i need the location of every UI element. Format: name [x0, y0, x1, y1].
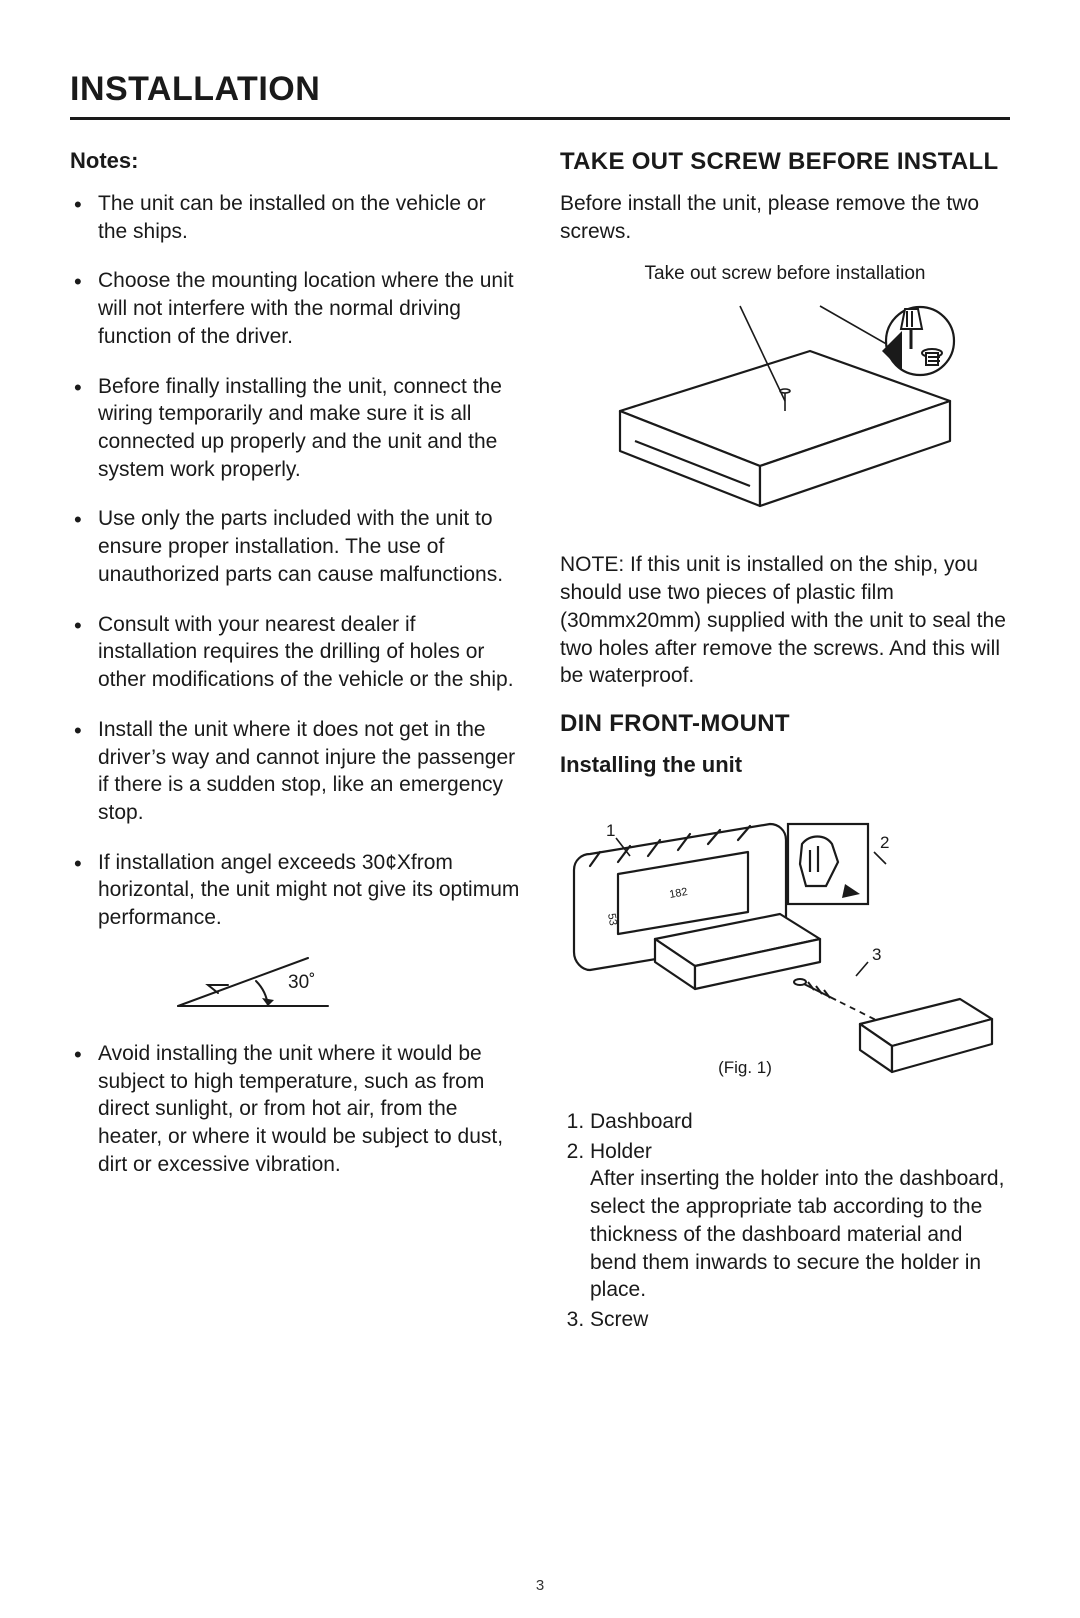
note-item: Consult with your nearest dealer if inst… — [98, 611, 520, 694]
right-column: TAKE OUT SCREW BEFORE INSTALL Before ins… — [560, 148, 1010, 1336]
angle-figure: 30˚ — [158, 938, 520, 1018]
notes-heading: Notes: — [70, 148, 520, 174]
install-subheading: Installing the unit — [560, 752, 1010, 778]
note-item: Before finally installing the unit, conn… — [98, 373, 520, 484]
note-text: If installation angel exceeds 30¢Xfrom h… — [98, 851, 519, 929]
note-item: Use only the parts included with the uni… — [98, 505, 520, 588]
step-item: Dashboard — [590, 1108, 1010, 1136]
screw-figure: Take out screw before installation — [560, 263, 1010, 531]
screw-note-text: NOTE: If this unit is installed on the s… — [560, 551, 1010, 690]
notes-list: The unit can be installed on the vehicle… — [70, 190, 520, 1178]
angle-label: 30˚ — [288, 972, 315, 993]
step-item: Screw — [590, 1306, 1010, 1334]
screw-figure-caption: Take out screw before installation — [560, 263, 1010, 285]
note-item: If installation angel exceeds 30¢Xfrom h… — [98, 849, 520, 1018]
screw-intro-text: Before install the unit, please remove t… — [560, 190, 1010, 245]
screw-heading: TAKE OUT SCREW BEFORE INSTALL — [560, 148, 1010, 176]
din-heading: DIN FRONT-MOUNT — [560, 710, 1010, 738]
left-column: Notes: The unit can be installed on the … — [70, 148, 520, 1336]
note-item: The unit can be installed on the vehicle… — [98, 190, 520, 245]
step-item: Holder After inserting the holder into t… — [590, 1138, 1010, 1304]
svg-text:1: 1 — [606, 821, 615, 840]
install-steps: Dashboard Holder After inserting the hol… — [560, 1108, 1010, 1334]
svg-text:3: 3 — [872, 945, 881, 964]
din-figure: 182 53 — [560, 794, 1010, 1078]
step-label: Screw — [590, 1308, 648, 1331]
svg-text:2: 2 — [880, 833, 889, 852]
step-label: Dashboard — [590, 1110, 693, 1133]
note-item: Choose the mounting location where the u… — [98, 267, 520, 350]
content-columns: Notes: The unit can be installed on the … — [70, 148, 1010, 1336]
step-label: Holder — [590, 1140, 652, 1163]
note-item: Avoid installing the unit where it would… — [98, 1040, 520, 1179]
note-item: Install the unit where it does not get i… — [98, 716, 520, 827]
page-number: 3 — [0, 1577, 1080, 1594]
page-title: INSTALLATION — [70, 70, 1010, 120]
svg-text:53: 53 — [605, 912, 619, 926]
step-description: After inserting the holder into the dash… — [590, 1165, 1010, 1304]
